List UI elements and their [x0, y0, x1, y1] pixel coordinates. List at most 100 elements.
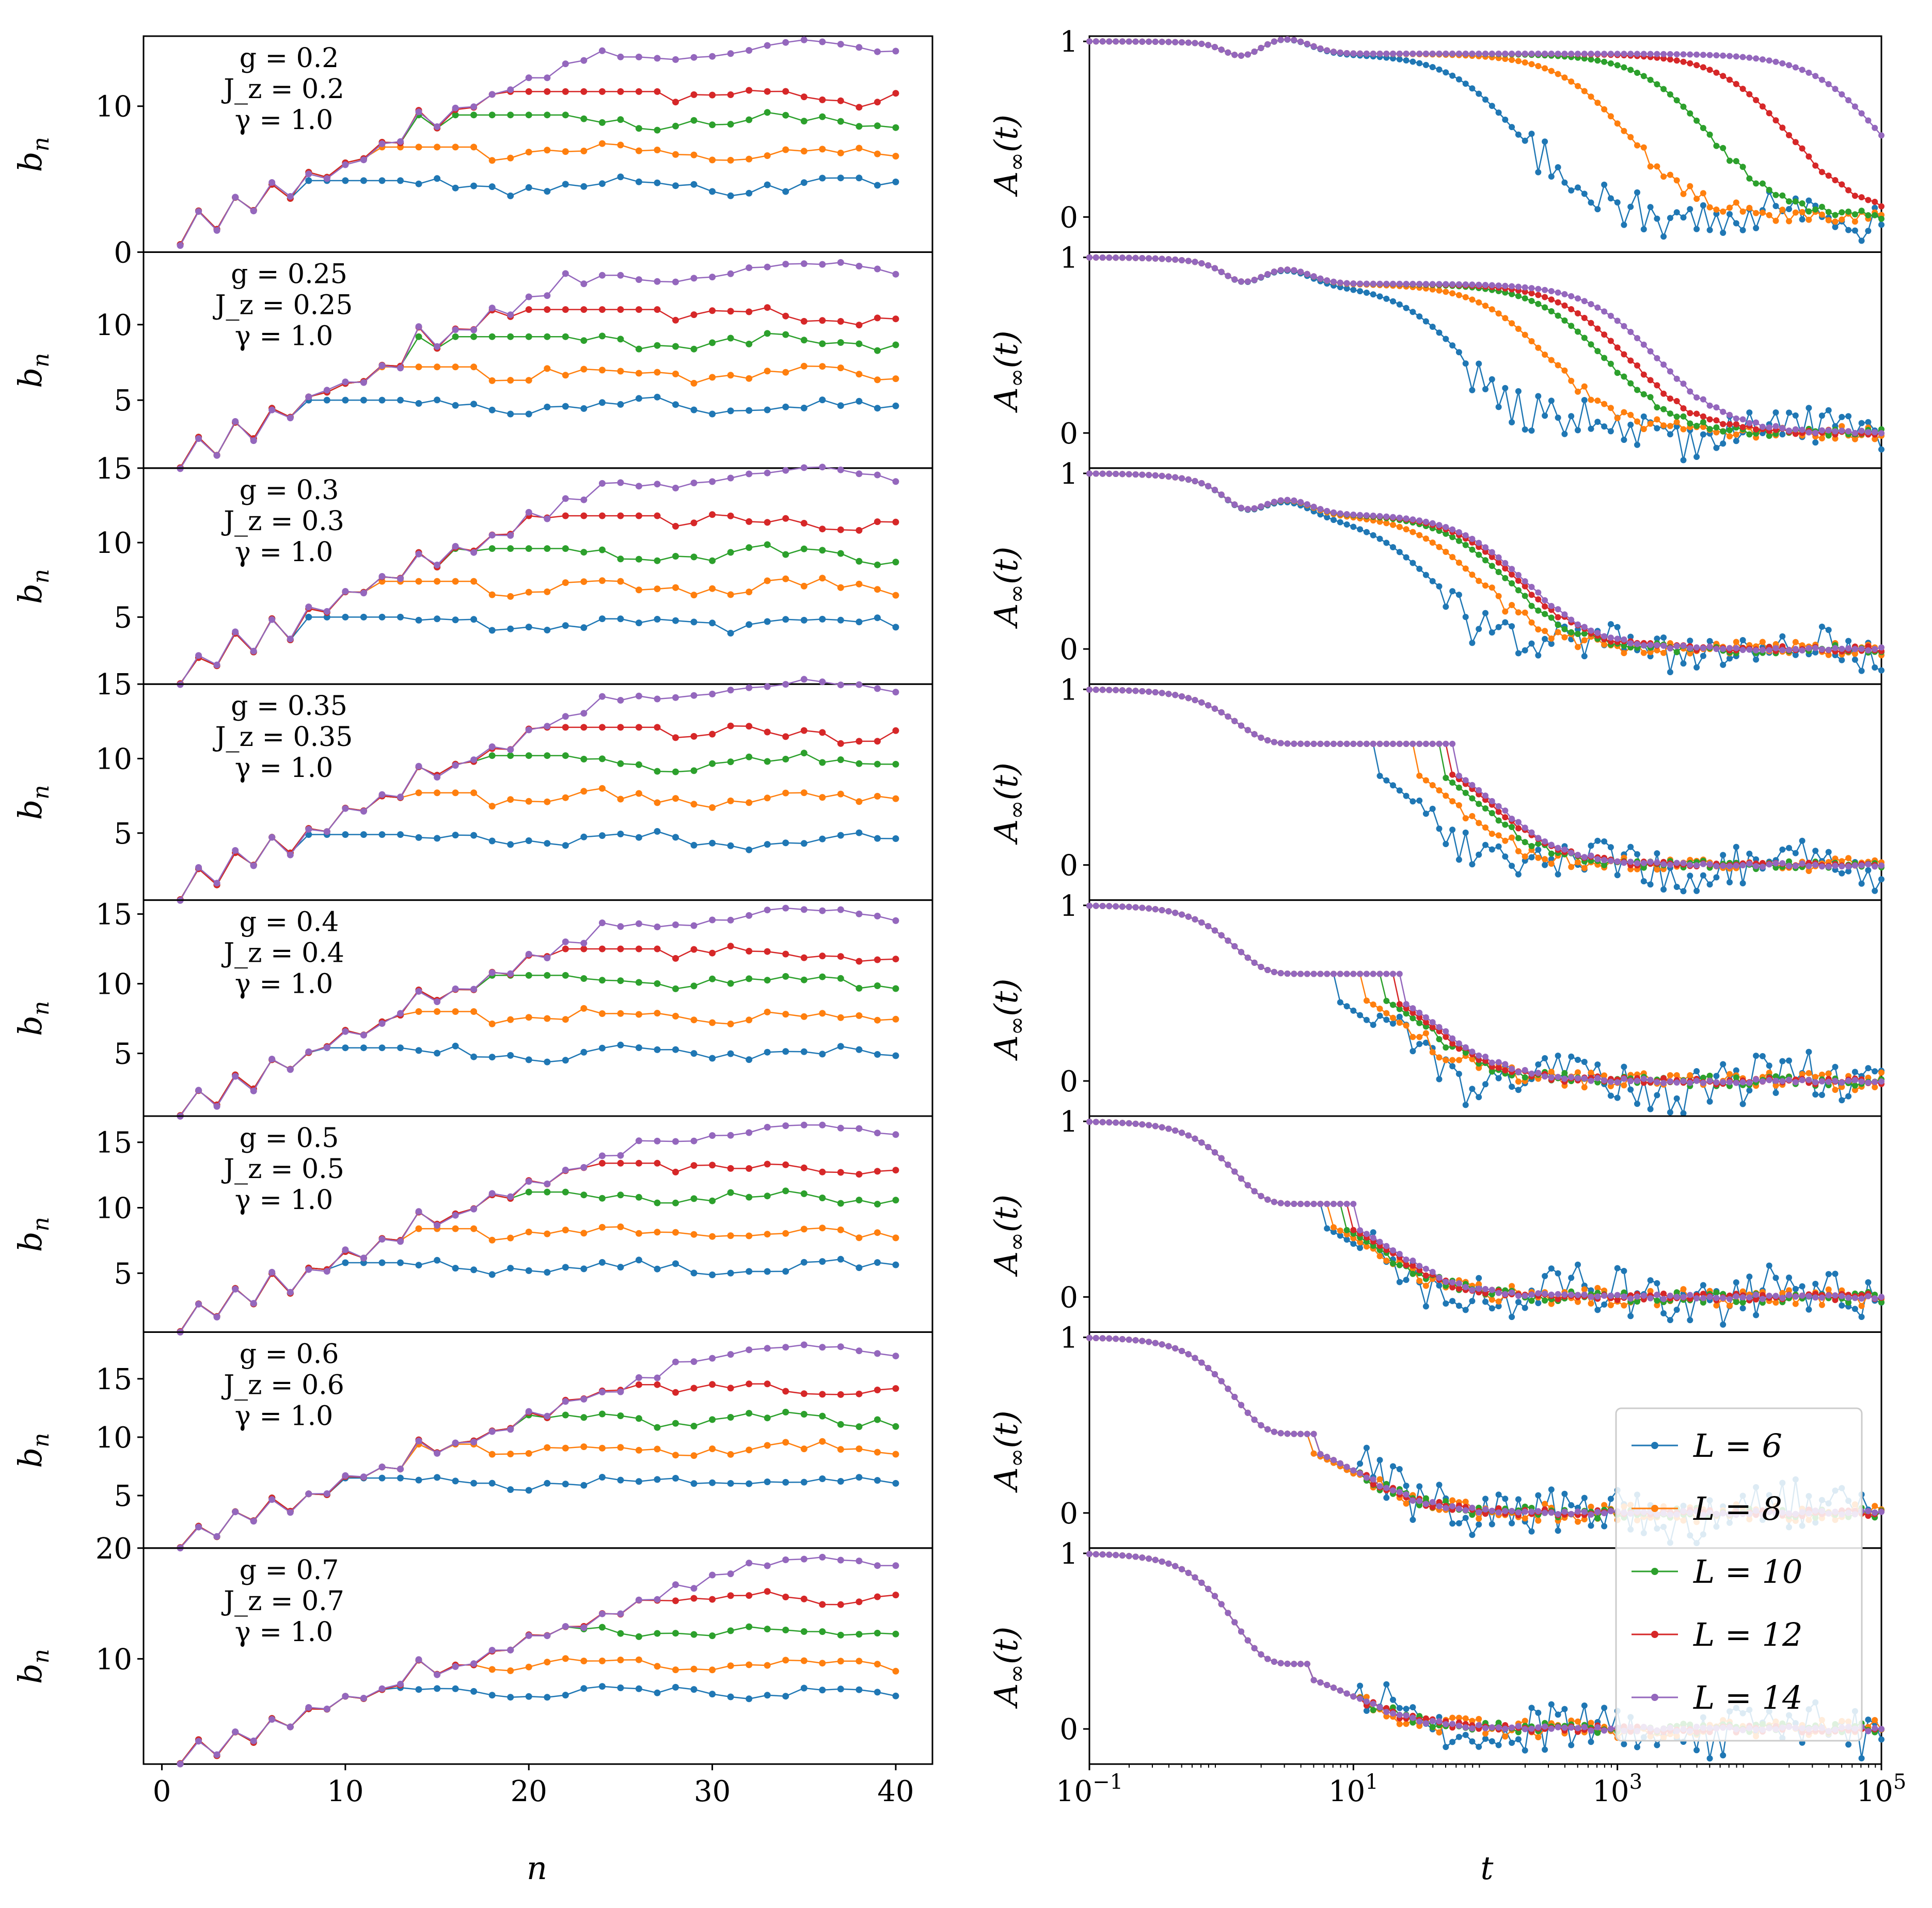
bn-point-L8 [819, 146, 826, 153]
autocorr-point-L8 [1614, 415, 1621, 421]
autocorr-point-L14 [1106, 255, 1113, 261]
autocorr-point-L14 [1812, 1079, 1819, 1086]
bn-point-L14 [819, 1121, 826, 1128]
autocorr-point-L14 [1667, 645, 1673, 651]
autocorr-point-L10 [1548, 850, 1555, 857]
autocorr-point-L14 [1099, 687, 1106, 693]
bn-point-L14 [598, 1610, 606, 1617]
autocorr-point-L6 [1515, 871, 1522, 878]
bn-point-L8 [562, 1444, 569, 1452]
autocorr-point-L6 [1700, 202, 1706, 209]
bn-point-L12 [856, 958, 863, 965]
autocorr-point-L14 [1343, 971, 1350, 977]
autocorr-point-L14 [1607, 312, 1614, 319]
autocorr-point-L8 [1713, 206, 1720, 213]
bn-point-L12 [727, 512, 734, 519]
bn-point-L14 [525, 1408, 532, 1415]
autocorr-point-L6 [1786, 1057, 1792, 1064]
bn-point-L8 [488, 803, 496, 810]
bn-point-L14 [580, 1164, 588, 1171]
autocorr-ytick-label: 1 [1059, 457, 1078, 491]
autocorr-point-L6 [1851, 1306, 1858, 1312]
bn-point-L8 [635, 370, 642, 377]
bn-point-L10 [690, 1195, 698, 1202]
bn-point-L10 [782, 756, 789, 762]
autocorr-point-L6 [1865, 1065, 1872, 1072]
bn-point-L14 [690, 275, 698, 282]
bn-point-L14 [856, 681, 863, 688]
autocorr-point-L10 [1515, 293, 1522, 299]
autocorr-point-L10 [1654, 81, 1660, 88]
autocorr-point-L6 [1443, 841, 1449, 847]
bn-point-L10 [580, 337, 588, 344]
autocorr-point-L12 [1528, 290, 1535, 297]
bn-point-L6 [507, 625, 514, 632]
bn-point-L12 [544, 88, 551, 95]
bn-point-L14 [837, 1343, 844, 1350]
autocorr-point-L12 [1766, 110, 1772, 117]
bn-point-L14 [562, 495, 569, 502]
bn-point-L12 [617, 945, 624, 952]
autocorr-point-L8 [1429, 782, 1436, 788]
autocorr-point-L14 [1343, 511, 1350, 517]
autocorr-point-L14 [1231, 943, 1238, 949]
bn-point-L10 [690, 1423, 698, 1429]
autocorr-point-L8 [1502, 315, 1509, 322]
autocorr-point-L14 [1786, 62, 1792, 69]
autocorr-point-L6 [1575, 427, 1581, 434]
bn-point-L12 [837, 740, 844, 747]
autocorr-point-L12 [1792, 139, 1799, 146]
autocorr-point-L14 [1739, 54, 1746, 60]
bn-point-L6 [507, 1486, 514, 1493]
bn-point-L6 [672, 834, 679, 841]
autocorr-point-L14 [1687, 1079, 1693, 1086]
autocorr-point-L14 [1258, 503, 1264, 510]
autocorr-point-L14 [1786, 427, 1792, 434]
autocorr-point-L8 [1614, 120, 1621, 127]
autocorr-point-L14 [1522, 578, 1528, 584]
bn-point-L10 [709, 1416, 716, 1423]
bn-point-L6 [837, 1255, 844, 1263]
autocorr-point-L10 [1416, 1020, 1423, 1026]
autocorr-point-L6 [1858, 237, 1865, 244]
bn-point-L14 [709, 478, 716, 485]
autocorr-point-L6 [1654, 425, 1660, 432]
bn-point-L12 [800, 954, 807, 961]
bn-point-L14 [764, 907, 771, 914]
bn-point-L12 [746, 1380, 753, 1388]
autocorr-ytick-label: 1 [1059, 889, 1078, 923]
autocorr-point-L14 [1515, 819, 1522, 825]
bn-point-L6 [635, 619, 642, 627]
autocorr-point-L14 [1172, 39, 1179, 45]
bn-point-L10 [598, 1624, 606, 1631]
bn-point-L14 [305, 393, 312, 401]
bn-point-L6 [617, 831, 624, 837]
autocorr-point-L14 [1429, 281, 1436, 288]
autocorr-point-L14 [1119, 903, 1126, 910]
bn-point-L8 [819, 1660, 826, 1667]
bn-point-L6 [709, 839, 716, 847]
autocorr-point-L14 [1211, 927, 1218, 934]
bn-point-L6 [452, 1477, 459, 1485]
autocorr-point-L14 [1363, 971, 1370, 977]
bn-point-L8 [617, 141, 624, 149]
bn-point-L12 [690, 1162, 698, 1169]
bn-point-L10 [525, 545, 532, 552]
bn-point-L12 [709, 511, 716, 518]
bn-point-L6 [672, 1260, 679, 1267]
autocorr-point-L6 [1654, 635, 1660, 642]
autocorr-point-L10 [1509, 580, 1515, 586]
bn-point-L8 [544, 798, 551, 805]
param-jz: J_z = 0.7 [221, 1586, 344, 1617]
autocorr-point-L6 [1845, 1093, 1852, 1100]
bn-point-L12 [819, 1391, 826, 1398]
autocorr-point-L8 [1410, 1034, 1416, 1040]
bn-point-L12 [782, 515, 789, 522]
bn-point-L6 [800, 1048, 807, 1055]
autocorr-point-L14 [1357, 512, 1364, 518]
autocorr-point-L14 [1779, 1078, 1786, 1085]
autocorr-point-L8 [1839, 858, 1845, 865]
autocorr-point-L6 [1422, 571, 1429, 578]
autocorr-point-L12 [1753, 97, 1760, 103]
autocorr-point-L8 [1621, 409, 1627, 416]
